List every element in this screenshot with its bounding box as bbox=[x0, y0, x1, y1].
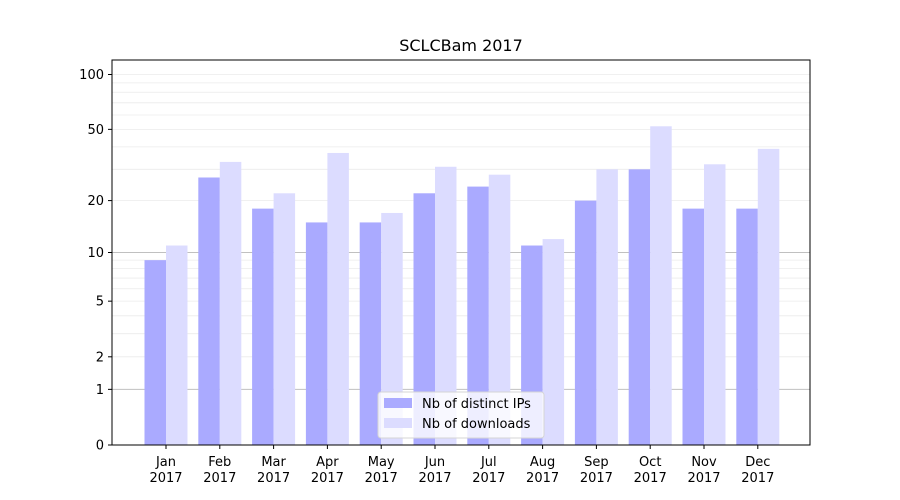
bar-distinct-ips bbox=[252, 208, 274, 445]
x-axis: Jan2017Feb2017Mar2017Apr2017May2017Jun20… bbox=[149, 445, 774, 486]
x-tick-label-month: Jan bbox=[155, 455, 176, 470]
legend-swatch bbox=[384, 418, 412, 428]
bar-downloads bbox=[219, 161, 242, 445]
x-tick-label-year: 2017 bbox=[741, 471, 774, 486]
y-tick-label: 10 bbox=[87, 246, 104, 261]
bar-downloads bbox=[327, 152, 349, 445]
legend-swatch bbox=[384, 398, 412, 408]
x-tick-label-month: Dec bbox=[745, 455, 770, 470]
legend-box bbox=[377, 391, 545, 439]
bar-distinct-ips bbox=[736, 208, 758, 445]
x-tick-label-year: 2017 bbox=[634, 471, 667, 486]
x-tick-label-month: Nov bbox=[691, 455, 717, 470]
x-tick-label-year: 2017 bbox=[257, 471, 290, 486]
x-tick-label-year: 2017 bbox=[580, 471, 613, 486]
x-tick-label-year: 2017 bbox=[311, 471, 344, 486]
y-tick-label: 50 bbox=[87, 123, 104, 138]
legend: Nb of distinct IPs Nb of downloads bbox=[377, 391, 545, 439]
bar-downloads bbox=[273, 193, 296, 445]
x-tick-label-month: Aug bbox=[530, 455, 555, 470]
y-tick-label: 2 bbox=[96, 350, 104, 365]
x-tick-label-year: 2017 bbox=[687, 471, 720, 486]
bar-distinct-ips bbox=[413, 193, 435, 445]
y-tick-label: 1 bbox=[96, 383, 104, 398]
x-tick-label-month: Sep bbox=[584, 455, 609, 470]
x-tick-label-year: 2017 bbox=[472, 471, 505, 486]
bar-downloads bbox=[650, 126, 672, 445]
x-tick-label-month: Jun bbox=[424, 455, 445, 470]
bar-downloads bbox=[488, 174, 511, 446]
x-tick-label-year: 2017 bbox=[526, 471, 559, 486]
bar-distinct-ips bbox=[198, 177, 220, 445]
x-tick-label-month: Oct bbox=[639, 455, 661, 470]
y-tick-label: 20 bbox=[87, 194, 104, 209]
legend-label: Nb of distinct IPs bbox=[422, 397, 531, 412]
legend-label: Nb of downloads bbox=[422, 417, 531, 432]
x-tick-label-year: 2017 bbox=[149, 471, 182, 486]
x-tick-label-month: Mar bbox=[261, 455, 286, 470]
x-tick-label-month: Jul bbox=[480, 455, 497, 470]
y-axis: 0 1 2 5 10 20 50 100 bbox=[79, 68, 112, 454]
bar-downloads bbox=[435, 166, 457, 446]
bar-downloads bbox=[704, 164, 726, 445]
bar-distinct-ips bbox=[574, 200, 597, 445]
bars-group bbox=[144, 126, 780, 446]
bar-downloads bbox=[542, 239, 565, 445]
y-tick-label: 0 bbox=[96, 439, 104, 454]
bar-downloads bbox=[381, 212, 403, 445]
y-tick-label: 5 bbox=[96, 295, 104, 310]
x-tick-label-year: 2017 bbox=[203, 471, 236, 486]
bar-downloads bbox=[596, 169, 618, 445]
x-tick-label-month: Feb bbox=[208, 455, 231, 470]
bar-distinct-ips bbox=[305, 222, 328, 445]
bar-distinct-ips bbox=[144, 260, 166, 445]
chart-title: SCLCBam 2017 bbox=[399, 36, 523, 55]
x-tick-label-month: Apr bbox=[316, 455, 339, 470]
bar-distinct-ips bbox=[682, 208, 704, 445]
x-tick-label-year: 2017 bbox=[418, 471, 451, 486]
bar-distinct-ips bbox=[467, 186, 489, 445]
bar-downloads bbox=[757, 148, 780, 445]
bar-distinct-ips bbox=[359, 222, 382, 445]
x-tick-label-year: 2017 bbox=[365, 471, 398, 486]
y-tick-label: 100 bbox=[79, 68, 104, 83]
bar-downloads bbox=[166, 245, 188, 445]
x-tick-label-month: May bbox=[368, 455, 395, 470]
bar-distinct-ips bbox=[628, 169, 651, 445]
